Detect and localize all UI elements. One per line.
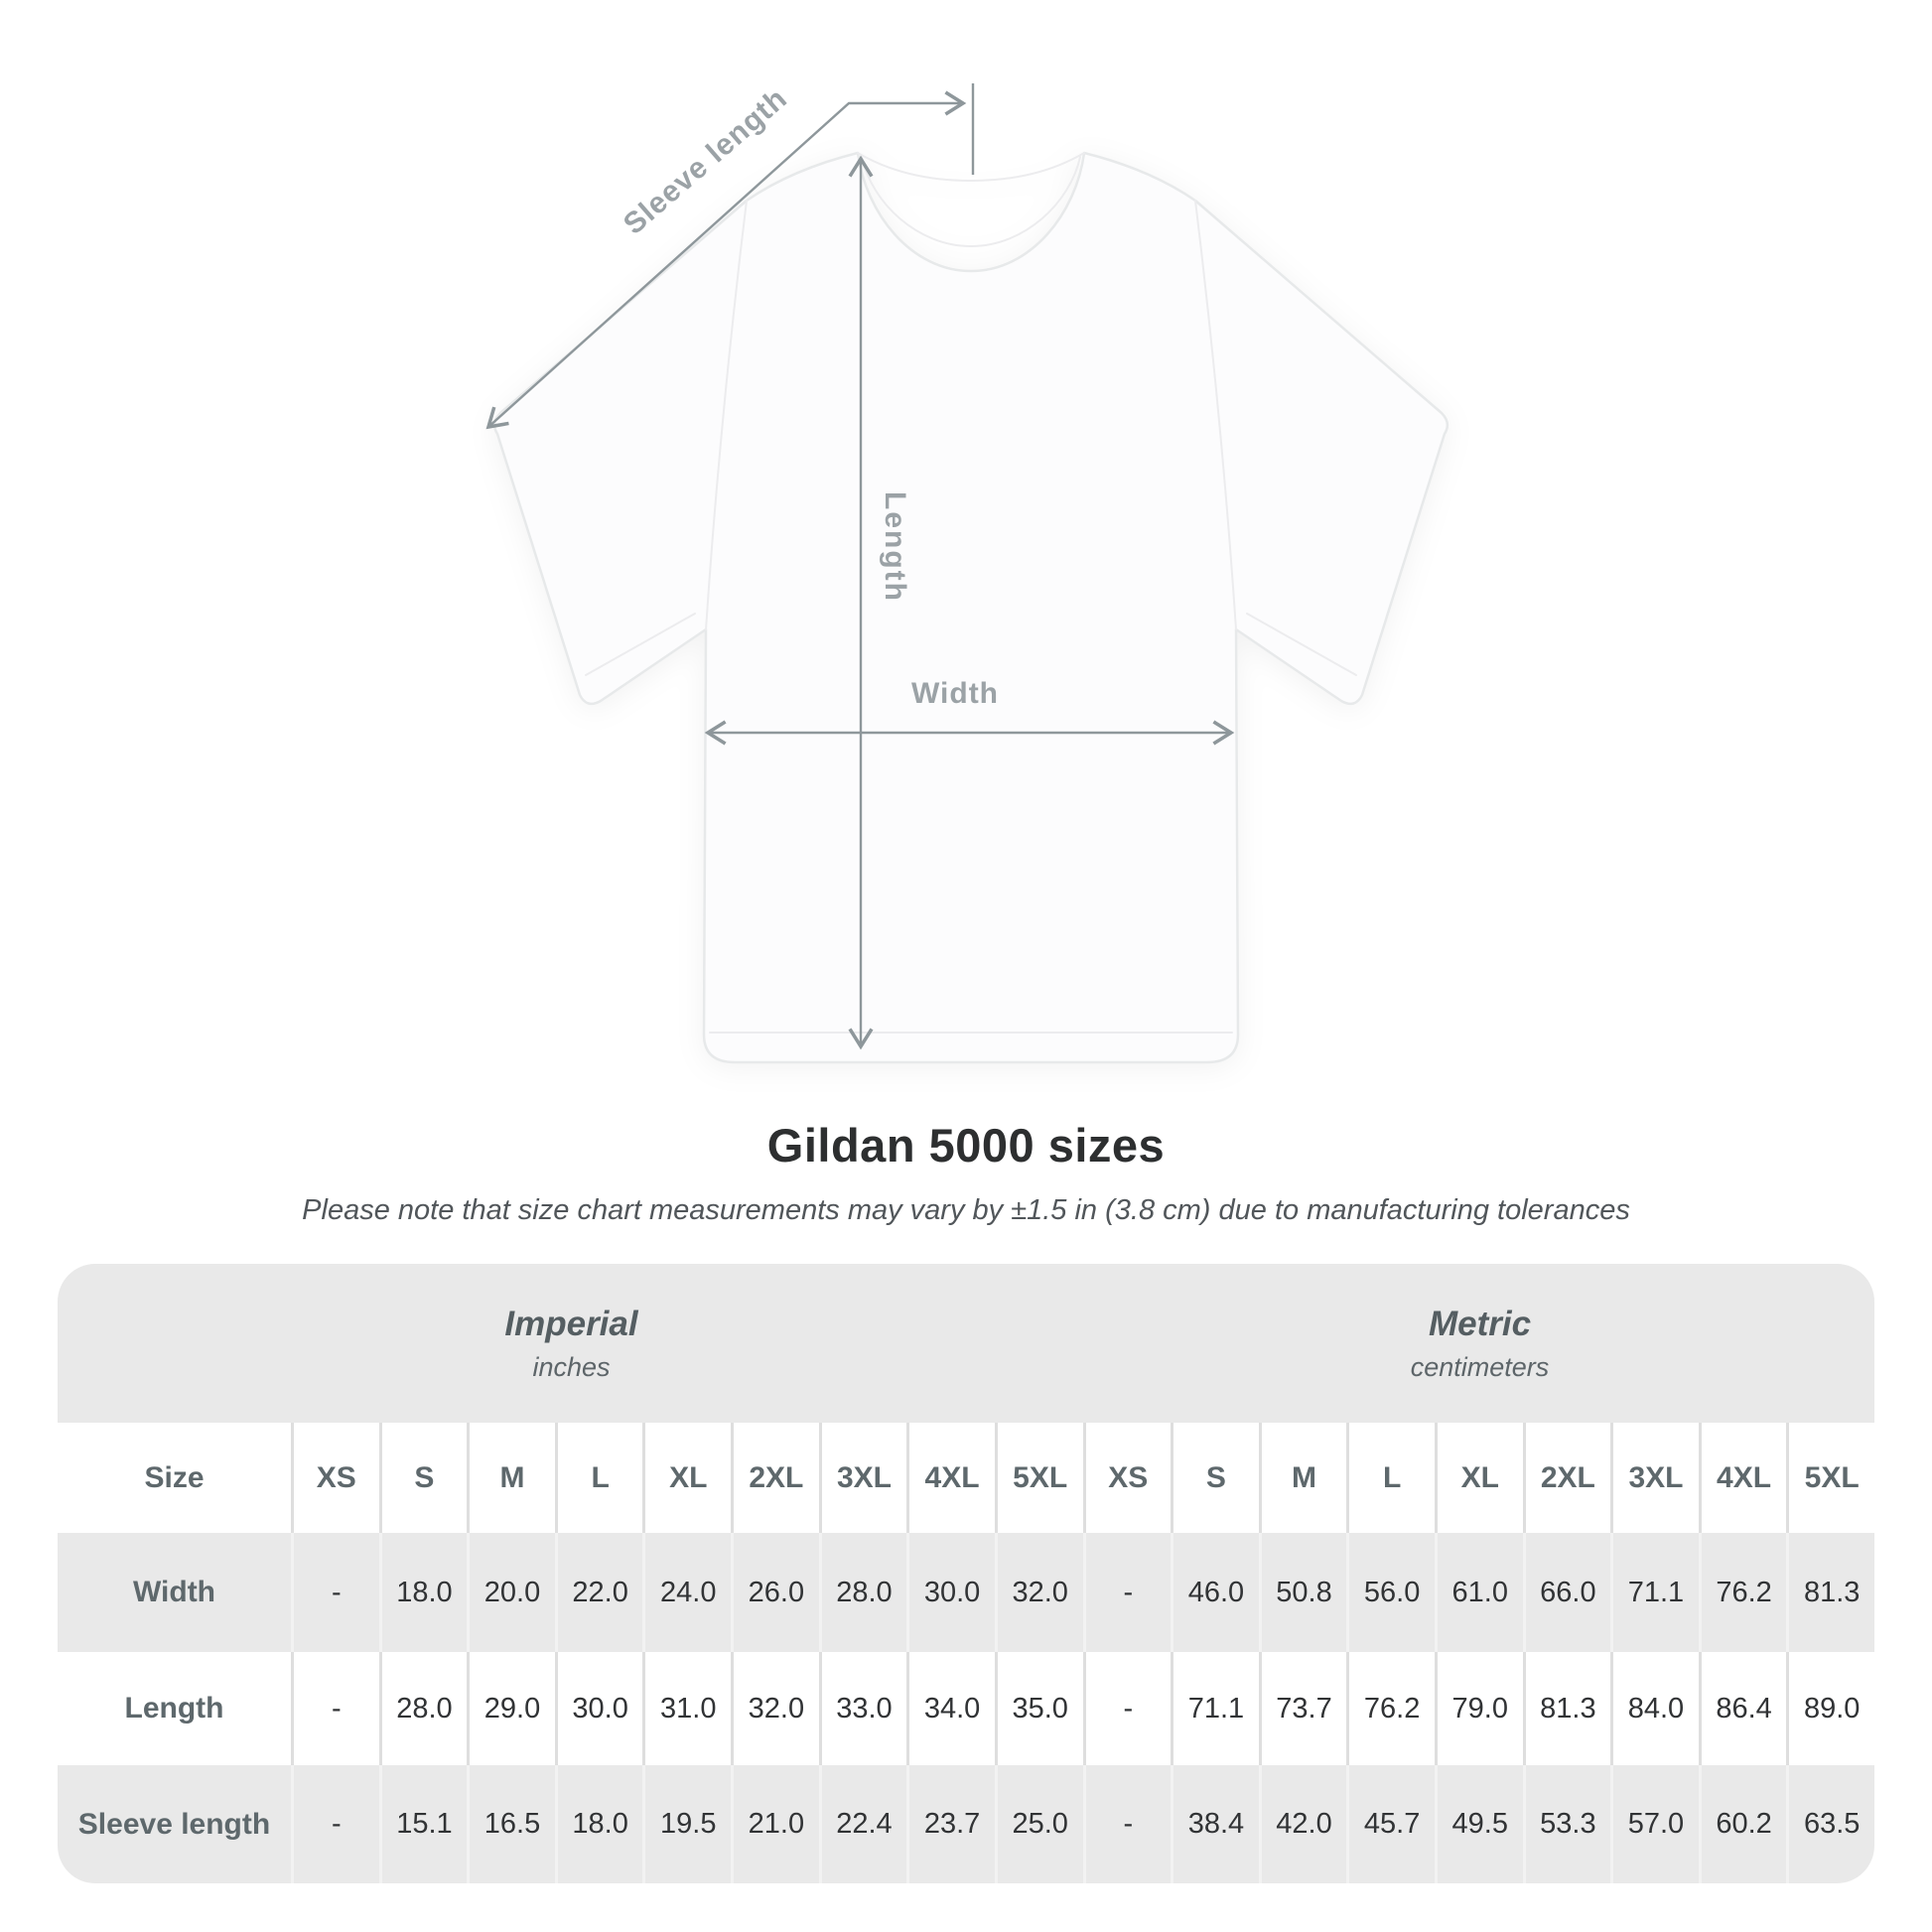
value-cell: 16.5 (467, 1765, 555, 1883)
size-header-cell: S (1171, 1423, 1259, 1533)
value-cell: - (291, 1765, 379, 1883)
value-cell: 33.0 (818, 1652, 907, 1765)
value-cell: - (1082, 1765, 1172, 1883)
value-cell: 22.4 (818, 1765, 907, 1883)
value-cell: 32.0 (994, 1533, 1083, 1652)
sleeve-length-row: Sleeve length -15.1 16.5 18.0 19.5 21.0 22.4 23… (58, 1765, 1874, 1883)
page-title: Gildan 5000 sizes (766, 1119, 1166, 1172)
value-cell: 60.2 (1698, 1765, 1787, 1883)
length-row: Length -28.0 29.0 30.0 31.0 32.0 33.0 34.0 35.0-… (58, 1652, 1874, 1765)
value-cell: 81.3 (1522, 1652, 1611, 1765)
right-cuff-stitch (1246, 613, 1357, 676)
value-cell: 28.0 (378, 1652, 468, 1765)
size-header-cell: XL (642, 1423, 732, 1533)
tshirt-mockup (492, 151, 1449, 1064)
size-header-cell: 4XL (1698, 1423, 1787, 1533)
value-cell: 23.7 (906, 1765, 995, 1883)
size-header-cell: XS (291, 1423, 379, 1533)
value-cell: 30.0 (906, 1533, 995, 1652)
size-column-header: Size (58, 1423, 291, 1533)
value-cell: 53.3 (1522, 1765, 1611, 1883)
size-header-cell: M (467, 1423, 555, 1533)
metric-label: Metric (1428, 1304, 1532, 1343)
value-cell: 63.5 (1786, 1765, 1874, 1883)
row-label: Length (58, 1652, 291, 1765)
size-header-cell: 3XL (818, 1423, 907, 1533)
value-cell: 76.2 (1698, 1533, 1787, 1652)
size-header-cell: S (378, 1423, 468, 1533)
value-cell: 46.0 (1171, 1533, 1259, 1652)
value-cell: 45.7 (1346, 1765, 1435, 1883)
value-cell: 28.0 (818, 1533, 907, 1652)
value-cell: 81.3 (1786, 1533, 1874, 1652)
metric-header: Metric centimeters (1085, 1264, 1874, 1423)
value-cell: 24.0 (642, 1533, 732, 1652)
tolerance-note: Please note that size chart measurements… (302, 1194, 1630, 1226)
value-cell: 34.0 (906, 1652, 995, 1765)
value-cell: 49.5 (1434, 1765, 1523, 1883)
value-cell: 35.0 (994, 1652, 1083, 1765)
size-header-cell: 2XL (731, 1423, 819, 1533)
value-cell: 57.0 (1610, 1765, 1699, 1883)
value-cell: 38.4 (1171, 1765, 1259, 1883)
imperial-unit-label: inches (532, 1351, 611, 1382)
value-cell: 79.0 (1434, 1652, 1523, 1765)
value-cell: 32.0 (731, 1652, 819, 1765)
unit-header-band: Imperial inches Metric centimeters (58, 1264, 1874, 1423)
length-label: Length (879, 491, 911, 603)
value-cell: 86.4 (1698, 1652, 1787, 1765)
size-header-cell: 5XL (1786, 1423, 1874, 1533)
size-header-cell: 4XL (906, 1423, 995, 1533)
size-header-cell: 3XL (1610, 1423, 1699, 1533)
value-cell: 42.0 (1258, 1765, 1347, 1883)
value-cell: 25.0 (994, 1765, 1083, 1883)
size-header-cell: L (1346, 1423, 1435, 1533)
value-cell: 26.0 (731, 1533, 819, 1652)
value-cell: 73.7 (1258, 1652, 1347, 1765)
width-row: Width -18.0 20.0 22.0 24.0 26.0 28.0 30.0 32.0-4… (58, 1533, 1874, 1652)
value-cell: 84.0 (1610, 1652, 1699, 1765)
size-header-cell: XL (1434, 1423, 1523, 1533)
imperial-label: Imperial (504, 1304, 638, 1343)
size-header-cell: L (554, 1423, 643, 1533)
value-cell: 18.0 (554, 1765, 643, 1883)
value-cell: - (291, 1652, 379, 1765)
value-cell: 20.0 (467, 1533, 555, 1652)
value-cell: - (291, 1533, 379, 1652)
value-cell: 89.0 (1786, 1652, 1874, 1765)
value-cell: 61.0 (1434, 1533, 1523, 1652)
value-cell: - (1082, 1533, 1172, 1652)
value-cell: 76.2 (1346, 1652, 1435, 1765)
row-label: Sleeve length (58, 1765, 291, 1883)
right-armhole-seam (1194, 200, 1237, 630)
row-label: Width (58, 1533, 291, 1652)
value-cell: 71.1 (1610, 1533, 1699, 1652)
size-header-cell: 2XL (1522, 1423, 1611, 1533)
collar-back-edge (857, 152, 1085, 182)
size-header-cell: 5XL (994, 1423, 1083, 1533)
value-cell: 66.0 (1522, 1533, 1611, 1652)
tshirt-silhouette (492, 151, 1449, 1064)
value-cell: 19.5 (642, 1765, 732, 1883)
value-cell: 22.0 (554, 1533, 643, 1652)
value-cell: 71.1 (1171, 1652, 1259, 1765)
size-header-cell: XS (1082, 1423, 1172, 1533)
value-cell: 50.8 (1258, 1533, 1347, 1652)
value-cell: 31.0 (642, 1652, 732, 1765)
value-cell: 18.0 (378, 1533, 468, 1652)
size-header-row: Size XS S M L XL 2XL 3XL 4XL 5XL XS S M L XL 2XL 3XL 4XL 5… (58, 1423, 1874, 1533)
value-cell: 29.0 (467, 1652, 555, 1765)
value-cell: 30.0 (554, 1652, 643, 1765)
value-cell: - (1082, 1652, 1172, 1765)
value-cell: 15.1 (378, 1765, 468, 1883)
value-cell: 21.0 (731, 1765, 819, 1883)
metric-unit-label: centimeters (1410, 1351, 1550, 1382)
size-table: Imperial inches Metric centimeters Size X… (58, 1264, 1874, 1883)
size-header-cell: M (1258, 1423, 1347, 1533)
left-cuff-stitch (585, 613, 696, 676)
imperial-header: Imperial inches (58, 1264, 1085, 1423)
width-label: Width (910, 677, 1000, 710)
value-cell: 56.0 (1346, 1533, 1435, 1652)
